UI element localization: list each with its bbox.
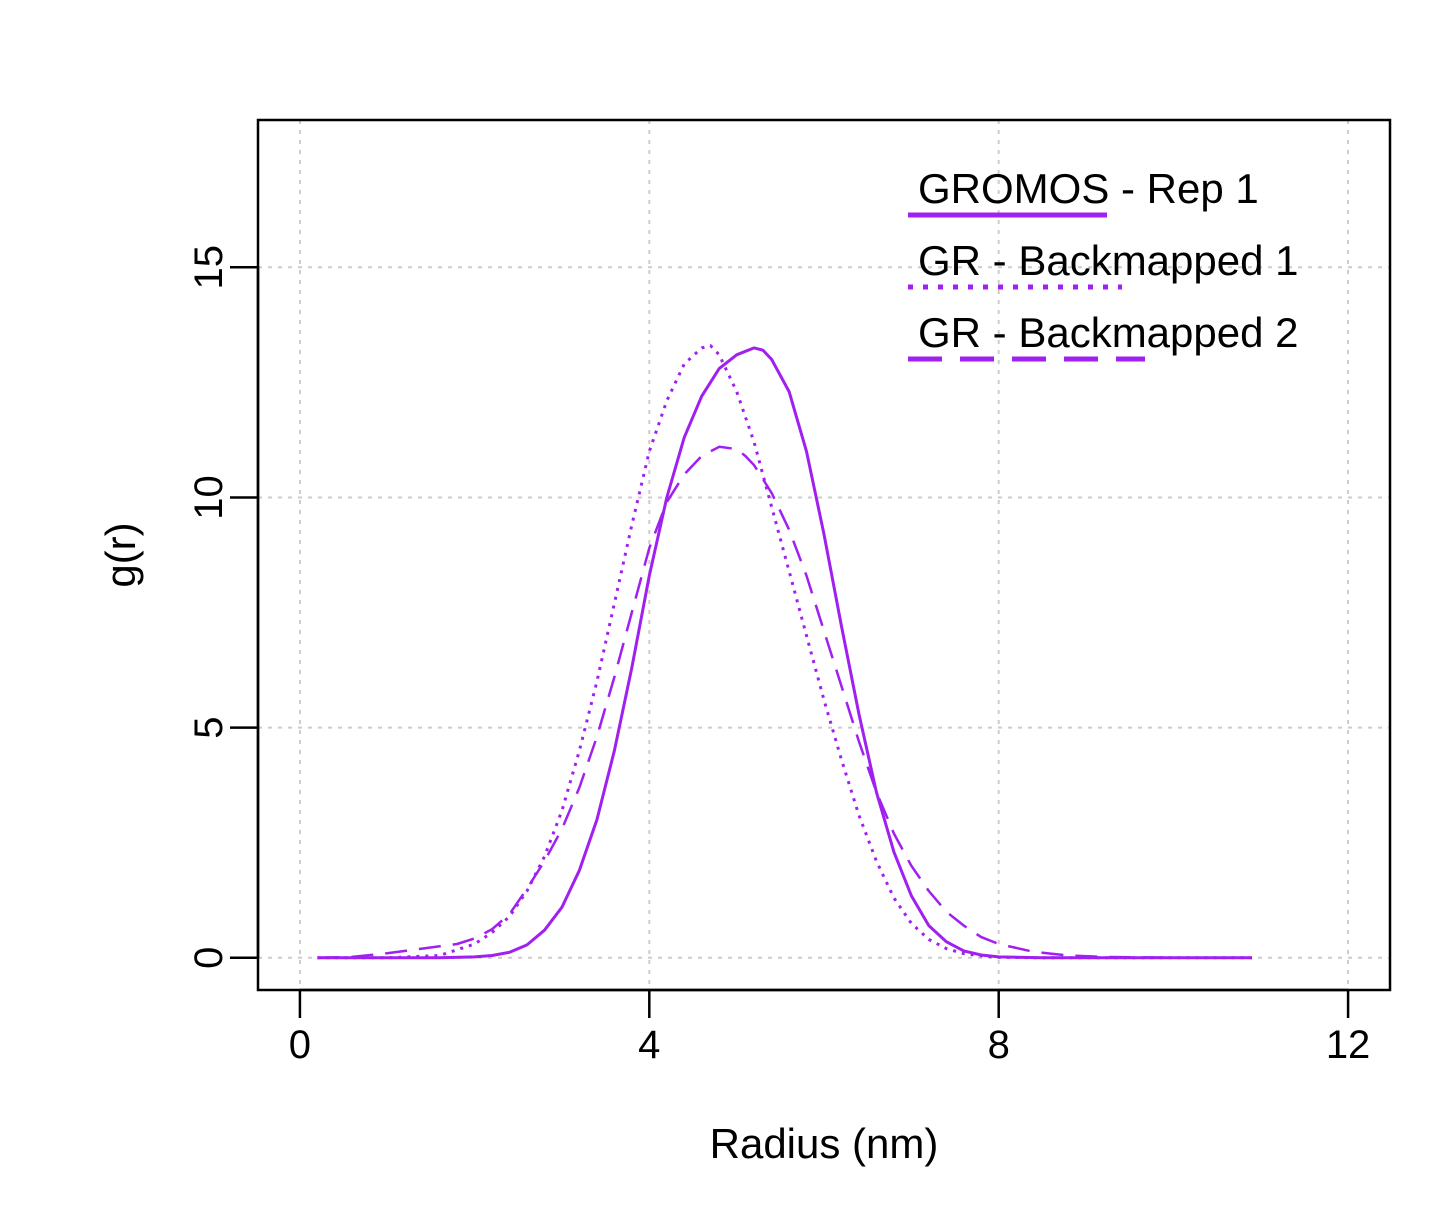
- y-tick-label: 0: [187, 947, 231, 969]
- legend-label: GR - Backmapped 1: [918, 237, 1299, 284]
- y-tick-label: 5: [187, 716, 231, 738]
- data-series: [317, 344, 1252, 960]
- y-axis-title: g(r): [97, 522, 144, 587]
- x-axis-title: Radius (nm): [710, 1120, 939, 1167]
- x-tick-label: 0: [289, 1023, 311, 1067]
- x-tick-label: 8: [988, 1023, 1010, 1067]
- y-tick-label: 15: [187, 245, 231, 290]
- series-line-solid: [317, 346, 1252, 960]
- series-line-dashed: [317, 445, 1252, 960]
- series-line-dotted: [317, 344, 1252, 960]
- legend-label: GROMOS - Rep 1: [918, 165, 1259, 212]
- x-tick-label: 4: [638, 1023, 660, 1067]
- legend: GROMOS - Rep 1 GR - Backmapped 1 GR - Back…: [908, 165, 1299, 362]
- legend-label: GR - Backmapped 2: [918, 309, 1299, 356]
- x-tick-label: 12: [1326, 1023, 1371, 1067]
- y-tick-label: 10: [187, 475, 231, 520]
- axes: 0 4 8 12 0 5 10 15: [187, 245, 1370, 1067]
